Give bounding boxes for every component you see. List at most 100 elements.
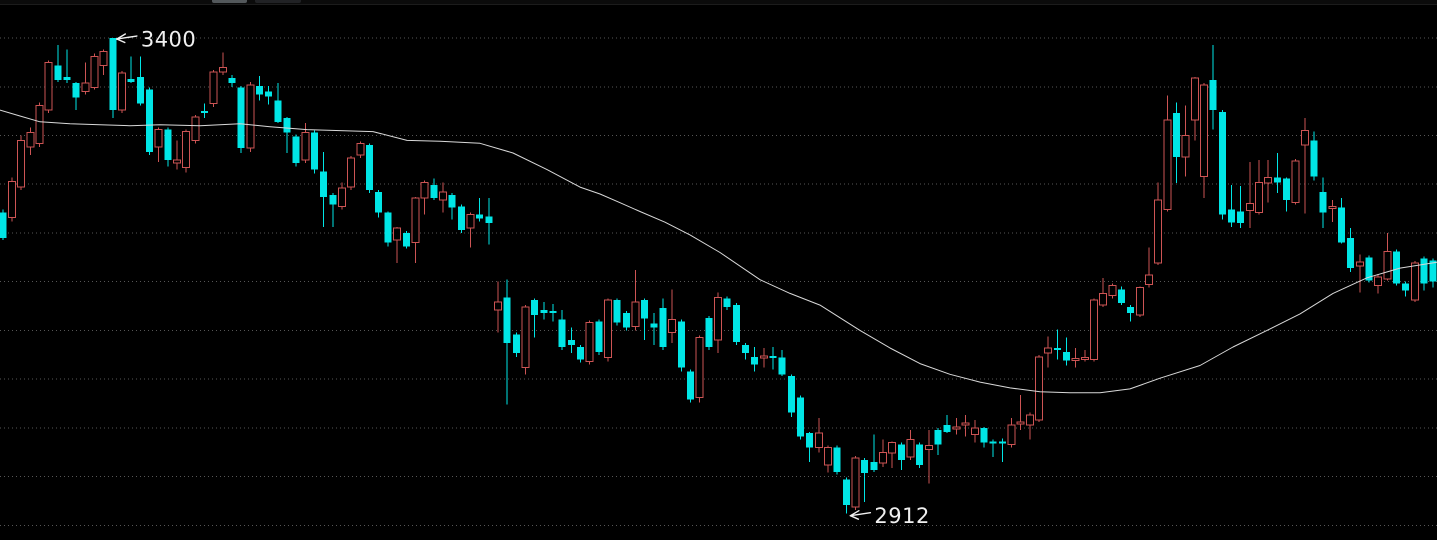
candle-down[interactable] <box>751 356 759 365</box>
candle-down[interactable] <box>1228 209 1235 223</box>
candle-down[interactable] <box>136 77 144 104</box>
candle-up[interactable] <box>1374 276 1383 287</box>
candle-up[interactable] <box>814 432 823 448</box>
candle-down[interactable] <box>1319 192 1327 213</box>
candle-down[interactable] <box>1338 207 1345 243</box>
candle-down[interactable] <box>567 340 575 346</box>
candle-down[interactable] <box>457 206 465 230</box>
candle-down[interactable] <box>1402 283 1410 291</box>
candle-down[interactable] <box>687 371 694 400</box>
candle-up[interactable] <box>1190 77 1199 121</box>
candle-up[interactable] <box>1410 262 1419 301</box>
candle-up[interactable] <box>1099 292 1108 306</box>
candle-down[interactable] <box>366 145 374 190</box>
candle-up[interactable] <box>1328 206 1337 210</box>
candle-down[interactable] <box>870 462 878 470</box>
candle-up[interactable] <box>356 142 365 156</box>
candle-up[interactable] <box>173 159 181 164</box>
candle-down[interactable] <box>201 111 208 114</box>
candle-down[interactable] <box>723 298 731 308</box>
candle-up[interactable] <box>1255 181 1263 214</box>
candle-down[interactable] <box>54 65 62 80</box>
candle-down[interactable] <box>109 38 117 111</box>
candle-up[interactable] <box>411 197 420 244</box>
candle-down[interactable] <box>833 447 841 472</box>
candle-up[interactable] <box>695 336 704 399</box>
candle-down[interactable] <box>1218 112 1226 215</box>
candle-up[interactable] <box>924 445 933 450</box>
candle-down[interactable] <box>0 212 7 238</box>
candle-down[interactable] <box>146 89 153 153</box>
candle-up[interactable] <box>604 299 612 359</box>
candle-up[interactable] <box>668 319 677 333</box>
candle-down[interactable] <box>531 300 539 315</box>
candle-down[interactable] <box>485 216 493 224</box>
candle-up[interactable] <box>961 422 970 426</box>
candle-down[interactable] <box>256 85 263 95</box>
candle-down[interactable] <box>787 376 795 413</box>
candle-up[interactable] <box>1145 274 1153 286</box>
candle-up[interactable] <box>1071 358 1080 362</box>
candle-up[interactable] <box>1135 287 1144 316</box>
candle-down[interactable] <box>72 82 80 98</box>
candle-down[interactable] <box>732 305 740 343</box>
candle-down[interactable] <box>1063 351 1070 361</box>
candle-down[interactable] <box>1237 211 1245 224</box>
candle-up[interactable] <box>99 51 108 66</box>
candle-down[interactable] <box>329 194 337 205</box>
candle-down[interactable] <box>577 347 584 360</box>
candle-up[interactable] <box>1163 119 1172 211</box>
candle-down[interactable] <box>228 78 236 83</box>
candle-down[interactable] <box>742 345 749 353</box>
candle-up[interactable] <box>118 72 126 111</box>
candle-down[interactable] <box>934 429 942 445</box>
candle-down[interactable] <box>595 321 603 352</box>
candle-up[interactable] <box>1355 261 1364 267</box>
candle-up[interactable] <box>438 191 447 201</box>
candle-down[interactable] <box>980 427 988 443</box>
candle-up[interactable] <box>17 139 26 188</box>
candle-down[interactable] <box>677 321 685 368</box>
candle-down[interactable] <box>1273 177 1281 183</box>
candle-down[interactable] <box>916 444 924 466</box>
candle-down[interactable] <box>1053 348 1061 350</box>
candle-down[interactable] <box>476 214 484 219</box>
candle-up[interactable] <box>1181 135 1190 158</box>
candle-up[interactable] <box>44 61 53 111</box>
candle-up[interactable] <box>631 301 640 328</box>
candle-up[interactable] <box>209 71 218 104</box>
candle-down[interactable] <box>512 334 520 353</box>
candle-up[interactable] <box>906 439 915 458</box>
candle-down[interactable] <box>1429 260 1437 282</box>
candle-down[interactable] <box>650 323 658 328</box>
candle-down[interactable] <box>540 310 548 313</box>
candle-down[interactable] <box>806 432 814 448</box>
candle-down[interactable] <box>320 171 328 197</box>
candle-down[interactable] <box>1310 140 1318 177</box>
candle-down[interactable] <box>861 460 869 473</box>
candle-down[interactable] <box>402 233 410 247</box>
candle-up[interactable] <box>585 322 594 363</box>
candle-up[interactable] <box>1007 424 1016 445</box>
candle-up[interactable] <box>35 104 44 144</box>
candle-up[interactable] <box>714 296 722 341</box>
candle-up[interactable] <box>8 180 16 218</box>
candle-up[interactable] <box>970 427 979 436</box>
candle-up[interactable] <box>90 56 99 89</box>
candle-down[interactable] <box>311 132 319 170</box>
candle-down[interactable] <box>842 479 850 505</box>
candle-down[interactable] <box>998 441 1006 444</box>
candle-down[interactable] <box>659 308 667 347</box>
candle-down[interactable] <box>797 397 804 437</box>
candle-down[interactable] <box>897 444 905 461</box>
candle-up[interactable] <box>154 129 163 148</box>
candle-up[interactable] <box>824 446 832 466</box>
candle-down[interactable] <box>705 317 713 347</box>
candle-up[interactable] <box>1154 199 1163 264</box>
candle-up[interactable] <box>1383 251 1392 280</box>
candle-down[interactable] <box>769 355 777 358</box>
candle-up[interactable] <box>1300 130 1309 146</box>
candle-down[interactable] <box>164 129 172 160</box>
candle-up[interactable] <box>1291 160 1300 204</box>
